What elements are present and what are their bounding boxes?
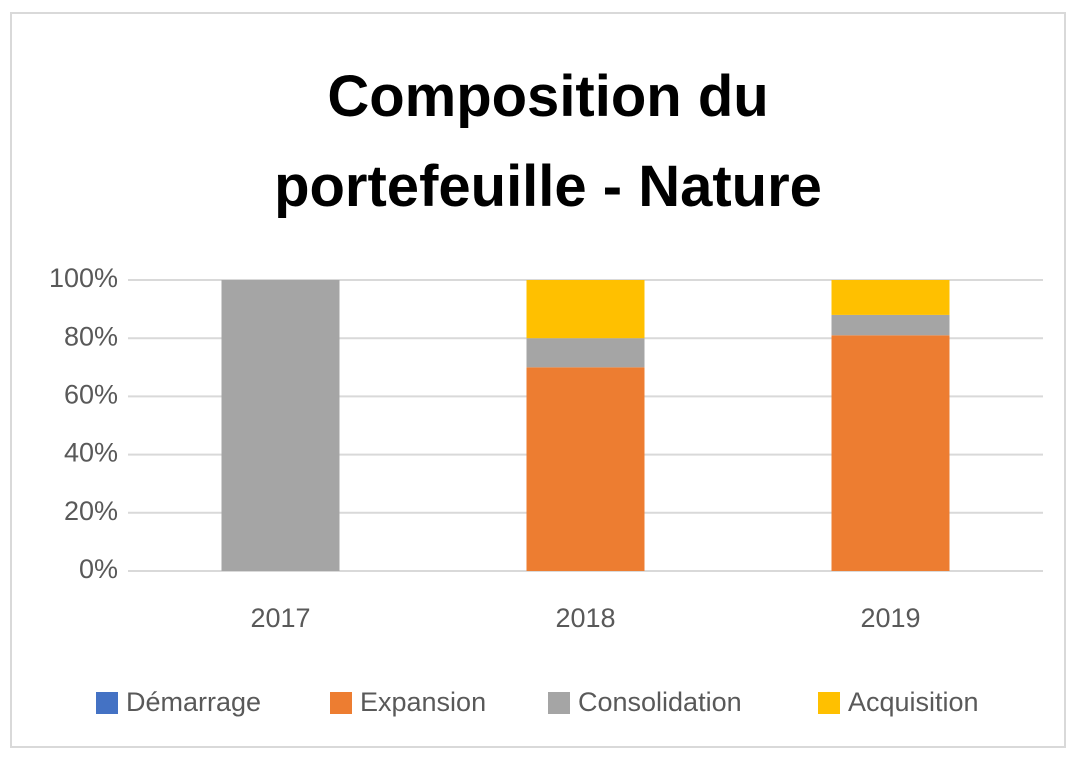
x-tick-label: 2018: [555, 603, 615, 633]
legend-label: Démarrage: [126, 687, 261, 717]
legend-label: Expansion: [360, 687, 486, 717]
legend-swatch: [818, 692, 840, 714]
bar-segment: [831, 314, 950, 336]
legend-label: Acquisition: [848, 687, 979, 717]
y-tick-label: 100%: [49, 263, 118, 293]
legend-swatch: [330, 692, 352, 714]
x-tick-label: 2019: [860, 603, 920, 633]
bar-segment: [526, 338, 645, 368]
bar-segment: [831, 335, 950, 571]
y-tick-label: 60%: [64, 380, 118, 410]
y-tick-label: 0%: [79, 554, 118, 584]
x-tick-label: 2017: [250, 603, 310, 633]
y-tick-label: 80%: [64, 321, 118, 351]
legend-swatch: [96, 692, 118, 714]
bar-segment: [526, 280, 645, 339]
chart-title: Composition du portefeuille - Nature: [274, 64, 822, 219]
bar-segment: [221, 280, 340, 571]
y-tick-label: 20%: [64, 496, 118, 526]
legend-swatch: [548, 692, 570, 714]
y-tick-label: 40%: [64, 438, 118, 468]
chart-frame: [10, 12, 1066, 748]
legend-label: Consolidation: [578, 687, 742, 717]
bar-segment: [526, 367, 645, 571]
bar-segment: [831, 280, 950, 315]
